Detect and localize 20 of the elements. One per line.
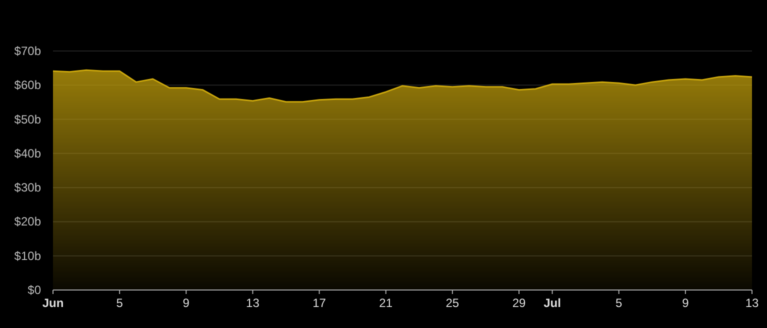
x-tick-label: 13 <box>246 296 260 310</box>
x-tick-label: 25 <box>446 296 460 310</box>
x-tick-label: 21 <box>379 296 393 310</box>
x-tick-label: 9 <box>682 296 690 310</box>
y-tick-label: $20b <box>14 214 42 229</box>
y-tick-label: $40b <box>14 146 42 160</box>
x-tick-label: Jun <box>42 296 64 310</box>
x-tick-label: 5 <box>116 296 124 310</box>
x-tick-label: Jul <box>544 296 561 310</box>
x-tick-label: 29 <box>512 296 526 310</box>
x-tick-label: 17 <box>312 296 326 310</box>
y-tick-label: $60b <box>14 78 42 92</box>
x-tick-label: 5 <box>616 296 623 310</box>
y-tick-label: $0 <box>28 283 42 297</box>
y-tick-label: $30b <box>14 180 42 195</box>
y-tick-label: $70b <box>14 44 42 58</box>
x-tick-label: 13 <box>745 296 759 310</box>
y-tick-label: $10b <box>14 248 42 263</box>
x-tick-label: 9 <box>182 296 190 310</box>
y-tick-label: $50b <box>14 112 42 126</box>
